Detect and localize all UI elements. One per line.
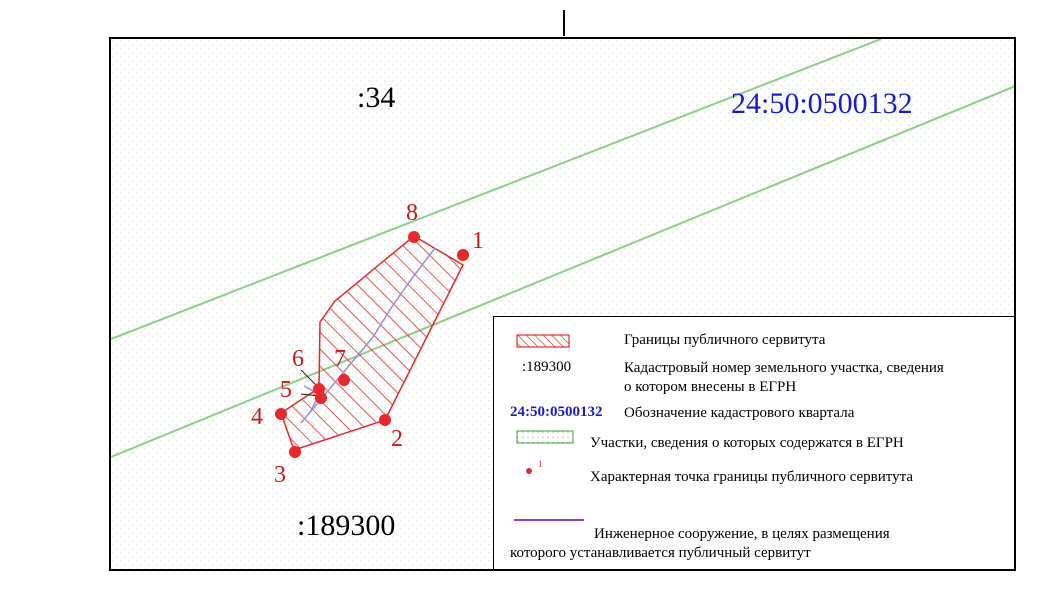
legend-quarter-designation-text: Обозначение кадастрового квартала <box>624 405 855 421</box>
point-6-label: 6 <box>292 346 304 372</box>
characteristic-point-symbol <box>526 468 532 474</box>
point-3-label: 3 <box>274 462 286 488</box>
legend-engineering-text-line2: которого устанавливается публичный серви… <box>510 545 811 561</box>
legend-point-marker-number: 1 <box>538 459 543 469</box>
registry-parcels-symbol <box>516 430 574 444</box>
point-2-label: 2 <box>391 426 403 452</box>
legend-characteristic-point-text: Характерная точка границы публичного сер… <box>590 469 914 485</box>
parcel-boundary-lower <box>111 85 1014 458</box>
point-2-marker <box>379 414 391 426</box>
map-frame: :34 24:50:0500132 :189300 1 2 3 4 5 6 7 … <box>109 37 1016 571</box>
parcel-boundary-upper <box>111 39 882 340</box>
top-tick-mark <box>563 10 565 36</box>
engineering-structure-line <box>300 247 436 424</box>
point-8-label: 8 <box>406 200 418 226</box>
servitude-boundary-symbol <box>516 334 570 348</box>
cadastral-quarter-label: 24:50:0500132 <box>731 87 913 120</box>
point-7-label: 7 <box>334 346 346 372</box>
legend-cadastral-code-example: :189300 <box>522 359 572 375</box>
legend-registry-parcels-text: Участки, сведения о которых содержатся в… <box>590 435 904 451</box>
point-5-label: 5 <box>280 377 292 403</box>
engineering-structure-symbol <box>514 519 584 521</box>
neighbor-parcel-label: :34 <box>357 81 396 114</box>
legend-cadastral-number-text-line2: о котором внесены в ЕГРН <box>624 379 797 395</box>
point-1-label: 1 <box>472 228 484 254</box>
point-4-marker <box>275 408 287 420</box>
point-6-marker <box>313 383 325 395</box>
point-8-marker <box>408 231 420 243</box>
point-1-marker <box>457 249 469 261</box>
legend-quarter-code-example: 24:50:0500132 <box>510 404 603 420</box>
point-4-label: 4 <box>251 404 263 430</box>
legend-servitude-boundary-text: Границы публичного сервитута <box>624 332 826 348</box>
point-5-marker <box>315 392 327 404</box>
point-3-marker <box>289 446 301 458</box>
legend-engineering-text-line1: Инженерное сооружение, в целях размещени… <box>594 526 890 542</box>
map-legend: Границы публичного сервитута :189300 Кад… <box>493 316 1014 569</box>
legend-cadastral-number-text-line1: Кадастровый номер земельного участка, св… <box>624 360 944 376</box>
point-7-marker <box>338 374 350 386</box>
main-parcel-label: :189300 <box>297 509 396 542</box>
